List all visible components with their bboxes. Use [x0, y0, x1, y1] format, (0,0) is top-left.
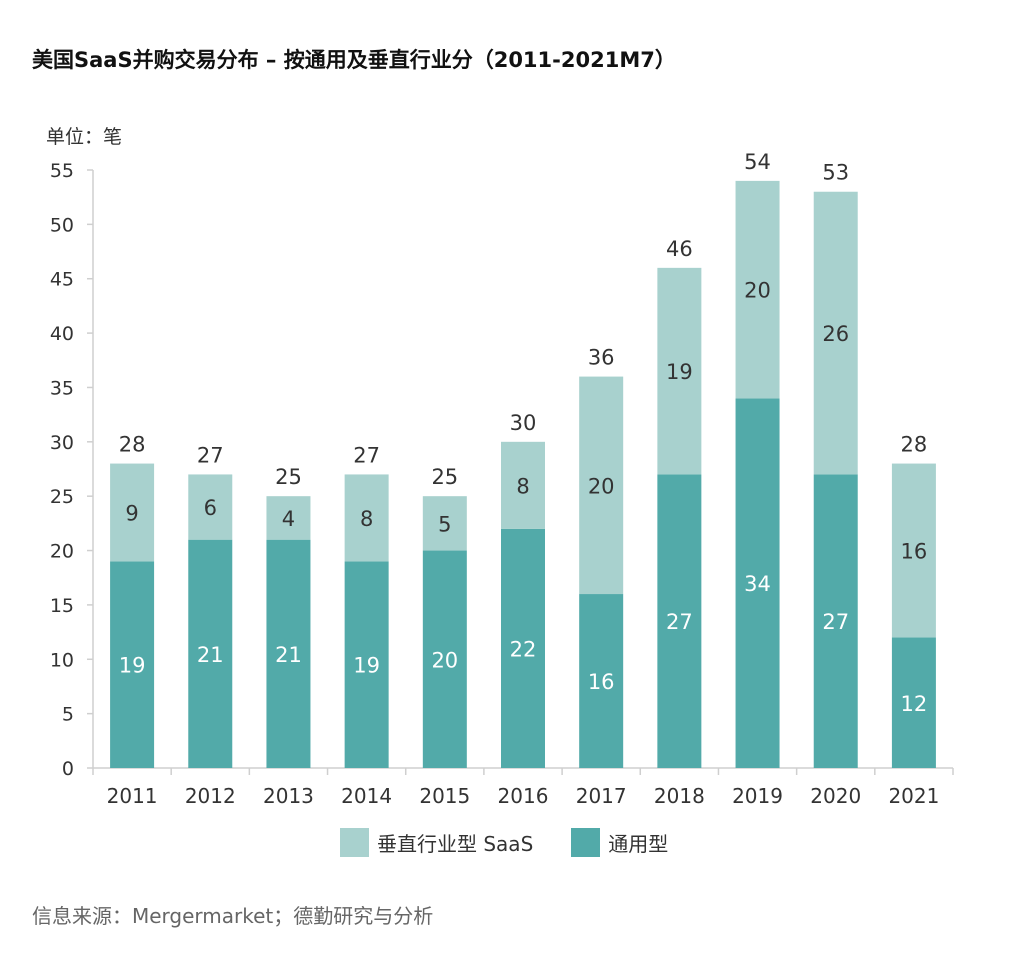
- data-label-vertical-2017: 20: [588, 474, 615, 498]
- data-label-vertical-2013: 4: [282, 507, 295, 531]
- y-tick-label: 25: [50, 486, 74, 508]
- data-label-vertical-2021: 16: [901, 540, 928, 564]
- bar-general-2014: [344, 561, 389, 768]
- x-tick-label-2013: 2013: [263, 784, 314, 808]
- bar-general-2013: [266, 539, 311, 768]
- legend-swatch-vertical: [340, 828, 369, 857]
- y-axis-unit-label: 单位：笔: [46, 126, 123, 148]
- data-label-vertical-2011: 9: [125, 501, 138, 525]
- legend-swatch-general: [571, 828, 601, 857]
- y-tick-label: 50: [50, 214, 74, 236]
- x-tick-label-2014: 2014: [341, 784, 392, 808]
- bar-vertical-2019: [735, 180, 780, 399]
- bar-general-2017: [579, 594, 624, 768]
- y-tick-label: 10: [50, 649, 74, 671]
- x-tick-label-2017: 2017: [576, 784, 627, 808]
- data-label-general-2016: 22: [510, 637, 537, 661]
- data-label-general-2011: 19: [119, 654, 146, 678]
- bar-vertical-2020: [813, 191, 858, 475]
- bar-vertical-2016: [501, 441, 545, 529]
- y-tick-label: 40: [50, 323, 74, 345]
- x-tick-label-2012: 2012: [185, 784, 236, 808]
- x-tick-label-2019: 2019: [732, 784, 783, 808]
- bar-vertical-2012: [188, 474, 233, 540]
- y-tick-label: 20: [50, 541, 74, 563]
- data-label-total-2011: 28: [119, 433, 146, 457]
- data-label-vertical-2020: 26: [822, 322, 849, 346]
- data-label-general-2021: 12: [901, 692, 928, 716]
- data-label-vertical-2012: 6: [204, 496, 217, 520]
- bar-vertical-2018: [657, 267, 702, 475]
- data-label-general-2020: 27: [822, 610, 849, 634]
- source-note: 信息来源：Mergermarket；德勤研究与分析: [32, 904, 434, 928]
- data-label-vertical-2014: 8: [360, 507, 373, 531]
- legend: 垂直行业型 SaaS 通用型: [340, 828, 706, 857]
- bar-general-2011: [110, 561, 155, 768]
- bar-general-2015: [422, 550, 467, 768]
- y-tick-label: 35: [50, 377, 74, 399]
- bar-general-2019: [735, 398, 780, 768]
- data-label-vertical-2015: 5: [438, 512, 451, 536]
- legend-item-general: 通用型: [571, 828, 668, 857]
- bar-general-2012: [188, 539, 233, 768]
- y-tick-label: 30: [50, 432, 74, 454]
- bar-general-2018: [657, 474, 702, 768]
- y-tick-label: 15: [50, 595, 74, 617]
- x-tick-label-2018: 2018: [654, 784, 705, 808]
- x-tick-label-2021: 2021: [888, 784, 939, 808]
- y-tick-label: 5: [62, 704, 74, 726]
- legend-label-vertical: 垂直行业型 SaaS: [377, 832, 534, 856]
- data-label-general-2015: 20: [431, 648, 458, 672]
- bar-vertical-2014: [344, 474, 389, 562]
- data-label-total-2016: 30: [510, 411, 537, 435]
- data-label-total-2020: 53: [822, 161, 849, 185]
- bar-vertical-2017: [579, 376, 624, 595]
- bar-vertical-2013: [266, 496, 311, 540]
- data-label-vertical-2018: 19: [666, 360, 693, 384]
- data-label-general-2018: 27: [666, 610, 693, 634]
- bar-vertical-2015: [422, 496, 467, 551]
- x-tick-label-2011: 2011: [107, 784, 158, 808]
- data-label-total-2018: 46: [666, 237, 693, 261]
- x-tick-label-2015: 2015: [419, 784, 470, 808]
- bar-general-2021: [891, 637, 936, 768]
- chart-title: 美国SaaS并购交易分布 – 按通用及垂直行业分（2011-2021M7）: [32, 48, 676, 72]
- y-tick-label: 0: [62, 758, 74, 780]
- bar-general-2016: [501, 528, 545, 768]
- bar-vertical-2021: [891, 463, 936, 638]
- y-tick-label: 45: [50, 269, 74, 291]
- data-label-total-2015: 25: [431, 465, 458, 489]
- data-label-total-2019: 54: [744, 150, 771, 174]
- bar-vertical-2011: [110, 463, 155, 562]
- data-label-general-2017: 16: [588, 670, 615, 694]
- data-label-total-2017: 36: [588, 346, 615, 370]
- stacked-bar-chart: 0510152025303540455055199282011216272012…: [50, 150, 954, 808]
- data-label-total-2012: 27: [197, 443, 224, 467]
- legend-label-general: 通用型: [608, 832, 669, 856]
- bar-general-2020: [813, 474, 858, 768]
- x-tick-label-2016: 2016: [498, 784, 549, 808]
- legend-item-vertical: 垂直行业型 SaaS: [340, 828, 533, 857]
- x-tick-label-2020: 2020: [810, 784, 861, 808]
- data-label-general-2019: 34: [744, 572, 771, 596]
- data-label-vertical-2019: 20: [744, 279, 771, 303]
- data-label-general-2012: 21: [197, 643, 224, 667]
- y-tick-label: 55: [50, 160, 74, 182]
- data-label-total-2021: 28: [901, 433, 928, 457]
- data-label-vertical-2016: 8: [516, 474, 529, 498]
- data-label-general-2014: 19: [353, 654, 380, 678]
- data-label-general-2013: 21: [275, 643, 302, 667]
- data-label-total-2014: 27: [353, 443, 380, 467]
- data-label-total-2013: 25: [275, 465, 302, 489]
